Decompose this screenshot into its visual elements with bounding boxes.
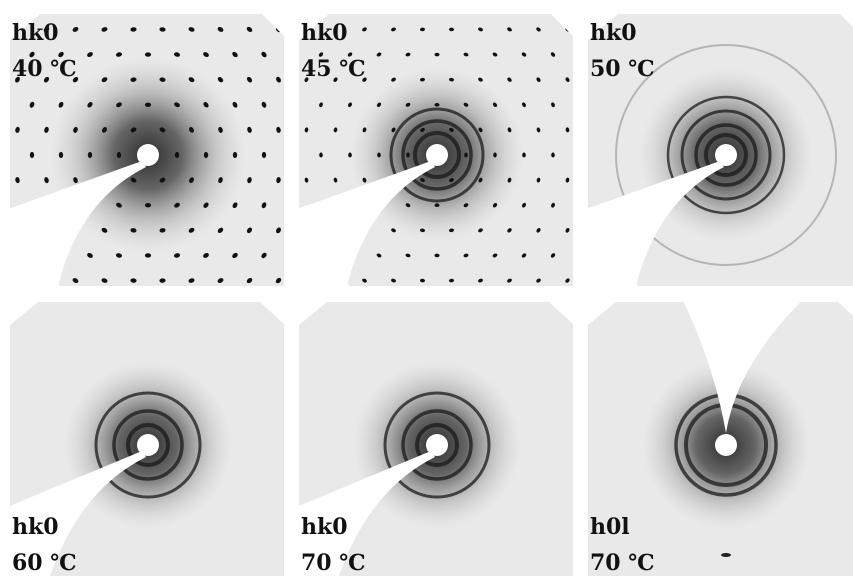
plane-label: hk0 <box>301 20 348 46</box>
bragg-spot <box>464 152 468 157</box>
bragg-spot <box>145 52 151 56</box>
plane-label: hk0 <box>590 20 637 46</box>
bragg-spot <box>86 1 93 7</box>
bragg-spot <box>145 253 151 257</box>
bragg-spot <box>522 152 526 157</box>
bragg-spot <box>175 152 179 158</box>
bragg-spot <box>14 277 21 284</box>
bragg-spot <box>0 202 6 209</box>
temperature-label: 60 ℃ <box>12 550 77 576</box>
bragg-spot <box>406 152 410 157</box>
diffraction-panel: hk0 45 ℃ <box>289 0 573 286</box>
diffraction-panel: h0l 70 ℃ <box>578 290 853 576</box>
bragg-spot <box>377 152 381 157</box>
bragg-spot <box>434 53 439 57</box>
bragg-spot <box>405 2 411 6</box>
temperature-label: 40 ℃ <box>12 56 77 82</box>
bragg-spot <box>289 202 294 208</box>
beam-stop <box>426 144 448 166</box>
temperature-label: 70 ℃ <box>590 550 655 576</box>
diffraction-panel: hk0 50 ℃ <box>578 0 853 286</box>
bragg-spot <box>318 252 324 258</box>
bragg-spot <box>0 252 7 260</box>
bragg-spot <box>145 203 151 207</box>
bragg-spot <box>289 102 294 108</box>
plane-label: hk0 <box>301 514 348 540</box>
diffraction-panel: hk0 60 ℃ <box>0 290 284 576</box>
bragg-spot <box>116 2 123 7</box>
bragg-spot <box>59 152 63 158</box>
bragg-spot <box>376 2 382 7</box>
figure: hk0 40 ℃ hk0 45 ℃ hk0 50 ℃ hk0 60 ℃ hk0 70 ℃ h0l 70… <box>0 0 853 576</box>
bragg-spot <box>0 101 6 108</box>
bragg-spot <box>289 51 295 57</box>
streak-spot <box>721 553 731 557</box>
bragg-spot <box>43 277 51 284</box>
bragg-spot <box>318 1 324 7</box>
diffraction-panel: hk0 40 ℃ <box>0 0 284 286</box>
bragg-spot <box>117 152 121 158</box>
bragg-spot <box>145 2 151 6</box>
bragg-spot <box>348 152 352 157</box>
bragg-spot <box>492 2 498 7</box>
bragg-spot <box>463 2 469 6</box>
bragg-spot <box>319 152 323 157</box>
bragg-spot <box>28 1 36 8</box>
bragg-spot <box>347 1 353 7</box>
bragg-spot <box>260 1 268 8</box>
bragg-spot <box>0 1 7 8</box>
bragg-spot <box>289 1 295 7</box>
bragg-spot <box>434 254 439 258</box>
bragg-spot <box>174 2 181 7</box>
diffraction-panel: hk0 70 ℃ <box>289 290 573 576</box>
bragg-spot <box>0 51 7 59</box>
bragg-spot <box>262 152 266 158</box>
temperature-label: 70 ℃ <box>301 550 366 576</box>
bragg-spot <box>204 152 208 158</box>
beam-stop <box>715 434 737 456</box>
temperature-label: 50 ℃ <box>590 56 655 82</box>
plane-label: hk0 <box>12 20 59 46</box>
plane-label: h0l <box>590 514 630 540</box>
bragg-spot <box>231 1 239 8</box>
bragg-spot <box>28 252 35 260</box>
bragg-spot <box>434 203 439 207</box>
bragg-spot <box>1 152 5 158</box>
bragg-spot <box>434 3 439 7</box>
bragg-spot <box>332 278 338 284</box>
beam-stop <box>426 434 448 456</box>
bragg-spot <box>290 152 294 157</box>
beam-stop <box>715 144 737 166</box>
bragg-spot <box>521 1 527 7</box>
bragg-spot <box>233 152 237 158</box>
page: hk0 40 ℃ hk0 45 ℃ hk0 50 ℃ hk0 60 ℃ hk0 70 ℃ h0l 70… <box>0 0 853 576</box>
bragg-spot <box>493 152 497 157</box>
bragg-spot <box>550 1 556 7</box>
bragg-spot <box>434 103 439 107</box>
bragg-spot <box>88 152 92 158</box>
bragg-spot <box>145 103 151 107</box>
beam-stop <box>137 144 159 166</box>
plane-label: hk0 <box>12 514 59 540</box>
bragg-spot <box>303 278 309 284</box>
bragg-spot <box>202 1 209 7</box>
bragg-spot <box>57 1 65 8</box>
temperature-label: 45 ℃ <box>301 56 366 82</box>
beam-stop <box>137 434 159 456</box>
bragg-spot <box>30 152 34 158</box>
bragg-spot <box>551 152 555 157</box>
bragg-spot <box>289 252 295 258</box>
